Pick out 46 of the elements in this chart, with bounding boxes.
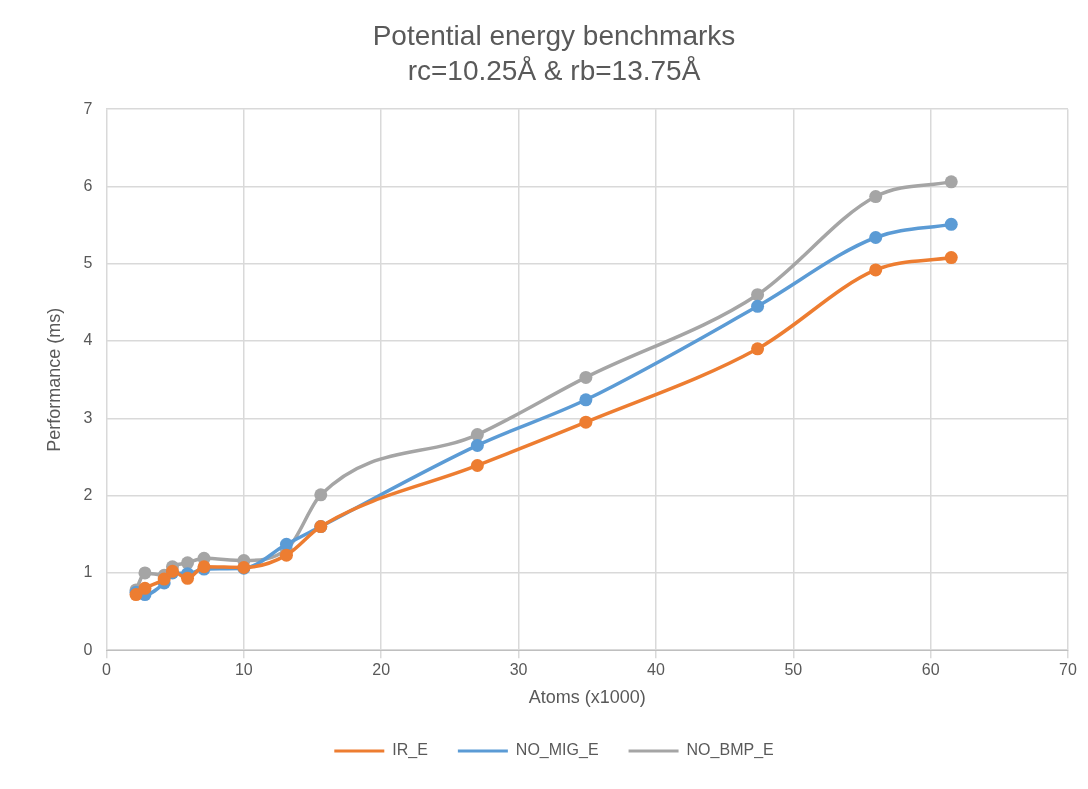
- point: [470, 458, 484, 472]
- chart-subtitle: rc=10.25Å & rb=13.75Å: [407, 55, 701, 87]
- point: [138, 581, 152, 595]
- x-tick-label: 0: [102, 661, 112, 679]
- legend-label: NO_BMP_E: [686, 741, 774, 760]
- point: [279, 548, 293, 562]
- point: [181, 556, 195, 570]
- point: [579, 393, 593, 407]
- x-tick-label: 70: [1059, 661, 1077, 679]
- point: [751, 288, 765, 302]
- point: [751, 299, 765, 313]
- point: [579, 370, 593, 384]
- legend-label: IR_E: [392, 741, 428, 760]
- point: [944, 251, 958, 265]
- point: [181, 571, 195, 585]
- x-tick-label: 40: [647, 661, 665, 679]
- point: [579, 415, 593, 429]
- chart-title: Potential energy benchmarks: [372, 19, 736, 51]
- y-tick-label: 5: [83, 254, 93, 272]
- x-tick-label: 20: [372, 661, 391, 679]
- y-tick-label: 3: [83, 408, 93, 426]
- point: [944, 217, 958, 231]
- point: [470, 438, 484, 452]
- point: [279, 537, 293, 551]
- y-axis-title: Performance (ms): [43, 307, 64, 452]
- legend-label: NO_MIG_E: [515, 741, 599, 760]
- x-tick-label: 60: [921, 661, 940, 679]
- point: [751, 342, 765, 356]
- y-tick-label: 2: [83, 486, 93, 504]
- x-tick-label: 30: [509, 661, 528, 679]
- point: [157, 572, 171, 586]
- point: [138, 566, 152, 580]
- y-tick-label: 7: [83, 99, 93, 117]
- point: [869, 263, 883, 277]
- x-axis-title: Atoms (x1000): [528, 687, 646, 708]
- point: [869, 190, 883, 204]
- point: [944, 175, 958, 189]
- point: [470, 428, 484, 442]
- y-tick-label: 0: [83, 640, 93, 658]
- y-tick-label: 6: [83, 176, 93, 194]
- point: [314, 488, 328, 502]
- x-tick-label: 10: [234, 661, 253, 679]
- x-tick-label: 50: [784, 661, 803, 679]
- point: [869, 230, 883, 244]
- y-tick-label: 1: [83, 563, 93, 581]
- y-tick-label: 4: [83, 331, 93, 349]
